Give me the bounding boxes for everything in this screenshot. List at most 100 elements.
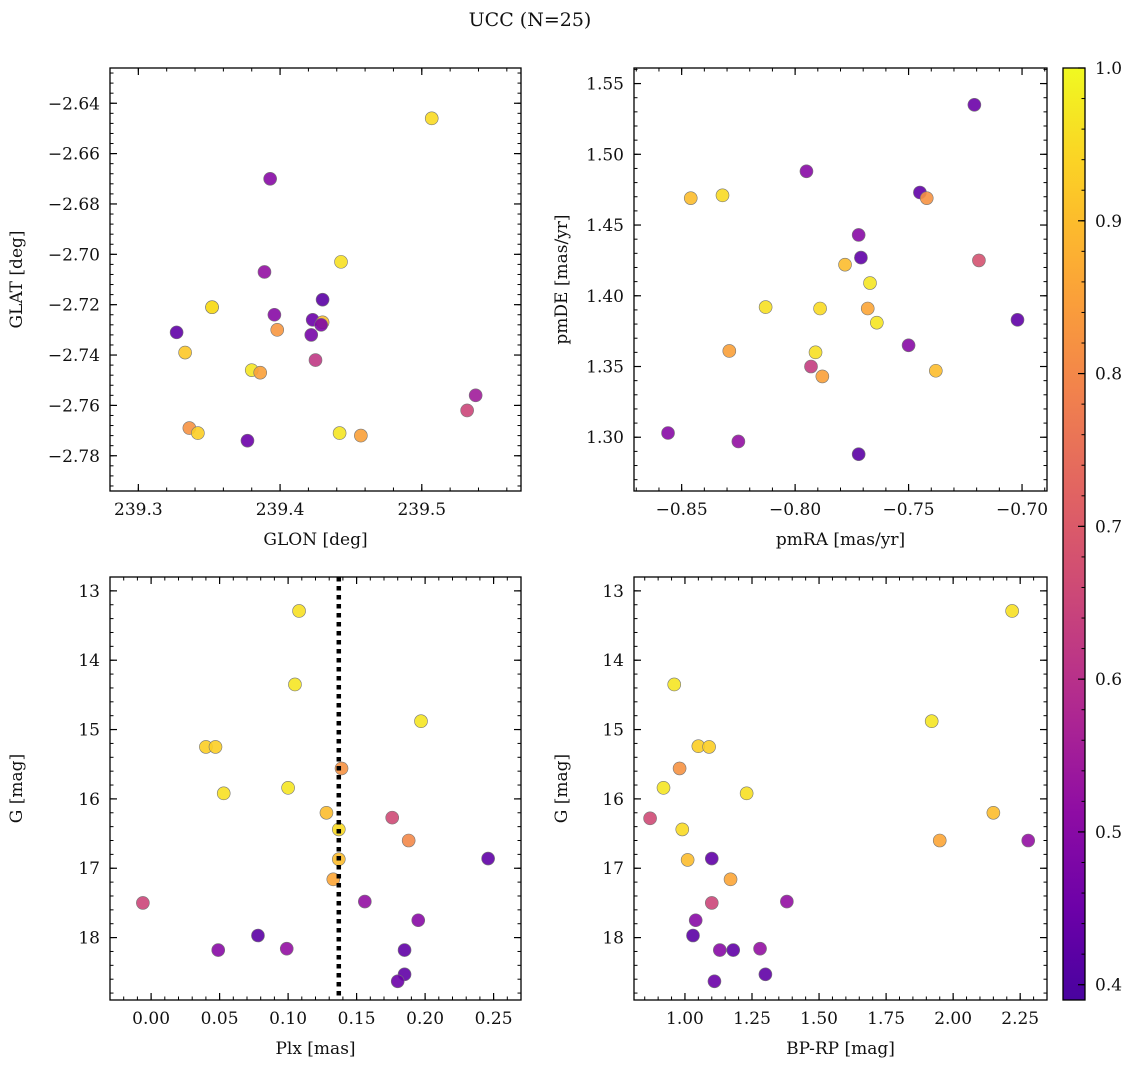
scatter-point [251, 928, 265, 943]
scatter-point [169, 325, 184, 340]
plot-frame [633, 576, 1048, 1001]
panel-4: 1.00 1.25 1.50 1.75 2.00 2.25 13 14 15 16 17 18 BP-R… [552, 576, 1048, 1059]
scatter-point [136, 896, 150, 910]
scatter-point [972, 253, 986, 268]
plot-frame [109, 576, 522, 1001]
scatter-point [385, 810, 400, 825]
scatter-point [257, 265, 272, 279]
panel-1: 239.3 239.4 239.5 −2.78 −2.76 −2.74 −2.72 −2.70… [7, 67, 522, 550]
scatter-point [813, 301, 827, 316]
scatter-point [468, 388, 483, 403]
scatter-point [815, 369, 830, 384]
x-tick-label: 239.4 [256, 500, 305, 520]
scatter-point [851, 447, 866, 462]
y-tick-label: 13 [602, 582, 624, 602]
scatter-point [240, 433, 255, 448]
plot-frame [109, 67, 522, 492]
scatter-point [643, 811, 657, 826]
scatter-point [863, 276, 877, 290]
y-tick-label: 17 [602, 859, 624, 879]
scatter-point [919, 191, 934, 205]
scatter-point [808, 345, 823, 360]
y-axis-label: GLAT [deg] [7, 230, 27, 328]
scatter-point [932, 833, 947, 848]
scatter-point [854, 250, 868, 265]
x-tick-label: 0.00 [132, 1009, 170, 1029]
scatter-point [191, 426, 205, 440]
colorbar: 0.4 0.5 0.6 0.7 0.8 0.9 1.0 [1062, 59, 1122, 1001]
y-tick-label: 15 [78, 721, 100, 741]
colorbar-tick-label: 0.7 [1095, 517, 1122, 537]
x-tick-label: 0.10 [269, 1009, 307, 1029]
scatter-point [656, 781, 671, 795]
scatter-point [1021, 833, 1036, 848]
scatter-point [460, 403, 474, 418]
x-tick-label: 0.25 [475, 1009, 513, 1029]
scatter-point [686, 928, 700, 943]
x-tick-label: 1.25 [733, 1009, 771, 1029]
x-tick-label: 0.20 [406, 1009, 444, 1029]
scatter-point [1005, 604, 1019, 618]
scatter-point [216, 786, 231, 801]
scatter-point [292, 604, 306, 618]
x-tick-label: −0.80 [769, 500, 821, 520]
scatter-point [358, 894, 372, 909]
x-tick-label: 239.5 [397, 500, 446, 520]
x-tick-label: 0.15 [338, 1009, 376, 1029]
x-tick-label: −0.75 [883, 500, 935, 520]
colorbar-tick-label: 0.8 [1095, 365, 1122, 385]
plot-frame [633, 67, 1048, 492]
y-tick-label: 1.35 [586, 358, 624, 378]
y-tick-label: 16 [602, 790, 624, 810]
scatter-point [332, 426, 347, 440]
scatter-point [390, 974, 405, 989]
scatter-point [688, 913, 703, 928]
y-tick-label: 18 [602, 929, 624, 949]
scatter-point [354, 428, 368, 443]
x-tick-label: 1.50 [800, 1009, 838, 1029]
scatter-point [270, 323, 285, 337]
scatter-point [319, 805, 334, 820]
y-tick-label: 1.30 [586, 428, 624, 448]
scatter-point [860, 301, 875, 316]
scatter-point [178, 345, 192, 360]
x-tick-label: 1.75 [867, 1009, 905, 1029]
x-axis-label: BP-RP [mag] [786, 1039, 895, 1059]
scatter-point [424, 111, 439, 126]
scatter-point [661, 426, 675, 440]
scatter-point [211, 943, 226, 957]
scatter-point [288, 677, 302, 692]
scatter-point [683, 191, 698, 205]
scatter-point [334, 255, 348, 269]
scatter-point [411, 913, 426, 928]
y-tick-label: 1.50 [586, 145, 624, 165]
scatter-point [304, 328, 319, 342]
panel-2: −0.85 −0.80 −0.75 −0.70 1.30 1.35 1.40 1.45 1.50… [552, 67, 1048, 550]
y-tick-label: −2.68 [48, 195, 100, 215]
y-tick-label: 14 [602, 651, 624, 671]
x-tick-label: −0.70 [996, 500, 1048, 520]
colorbar-tick-label: 1.0 [1095, 59, 1122, 79]
x-axis-label: GLON [deg] [263, 530, 367, 550]
colorbar-tick-label: 0.9 [1095, 212, 1122, 232]
x-tick-label: 2.25 [1001, 1009, 1039, 1029]
scatter-point [334, 761, 349, 776]
y-tick-label: 15 [602, 721, 624, 741]
y-tick-label: 17 [78, 859, 100, 879]
scatter-point [414, 714, 428, 729]
panels: 239.3 239.4 239.5 −2.78 −2.76 −2.74 −2.72 −2.70… [7, 67, 1048, 1059]
x-tick-label: 1.00 [666, 1009, 704, 1029]
scatter-point [314, 318, 328, 332]
scatter-point [481, 851, 495, 866]
scatter-point [753, 941, 767, 956]
scatter-point [672, 761, 687, 776]
scatter-point [281, 781, 295, 795]
panel-3: 0.00 0.05 0.10 0.15 0.20 0.25 13 14 15 16 17 18 Plx … [7, 576, 522, 1059]
y-tick-label: 1.55 [586, 75, 624, 95]
scatter-point [667, 677, 682, 692]
scatter-point [780, 894, 794, 909]
y-tick-label: 18 [78, 929, 100, 949]
scatter-point [851, 228, 866, 242]
y-tick-label: 1.45 [586, 216, 624, 236]
